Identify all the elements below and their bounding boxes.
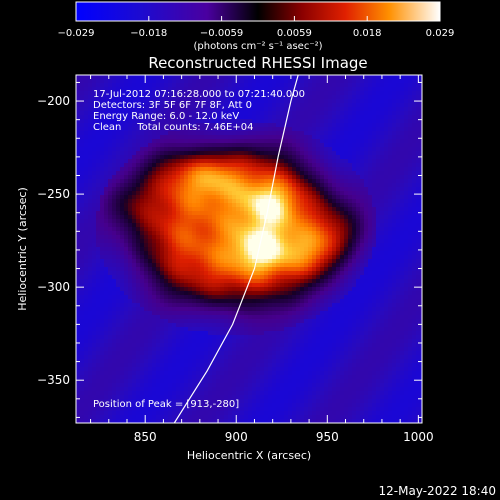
- colorbar: −0.029 −0.018 −0.0059 0.0059 0.018 0.029 (pho…: [57, 1, 454, 52]
- solar-limb-curve: [173, 75, 299, 423]
- colorbar-tick-label: −0.018: [130, 28, 167, 39]
- colorbar-tick-label: −0.0059: [200, 28, 243, 39]
- footer-date: 12-May-2022 18:40: [379, 484, 496, 498]
- colorbar-tick-label: −0.029: [57, 28, 94, 39]
- colorbar-unit-label: (photons cm⁻² s⁻¹ asec⁻²): [193, 41, 322, 52]
- colorbar-tick-label: 0.029: [426, 28, 455, 39]
- axis-ticks: 850 900 950 1000 −200 −250 −300 −350: [37, 75, 434, 444]
- y-tick-label: −200: [37, 94, 70, 108]
- annotation-energy-range: Energy Range: 6.0 - 12.0 keV: [93, 111, 239, 122]
- y-tick-label: −350: [37, 373, 70, 387]
- colorbar-tick-label: 0.018: [353, 28, 382, 39]
- colorbar-tick-label: 0.0059: [277, 28, 312, 39]
- colorbar-gradient: [75, 1, 441, 22]
- chart-title: Reconstructed RHESSI Image: [148, 54, 367, 72]
- x-tick-label: 1000: [403, 430, 434, 444]
- info-annotations: 17-Jul-2012 07:16:28.000 to 07:21:40.000…: [93, 89, 305, 133]
- y-tick-label: −300: [37, 280, 70, 294]
- x-axis-label: Heliocentric X (arcsec): [187, 449, 311, 462]
- annotation-detectors: Detectors: 3F 5F 6F 7F 8F, Att 0: [93, 100, 252, 111]
- heatmap-image: [76, 75, 422, 423]
- peak-position-label: Position of Peak = [913,-280]: [93, 399, 239, 410]
- x-tick-label: 950: [316, 430, 339, 444]
- plot-frame: [75, 74, 423, 424]
- x-tick-label: 900: [225, 430, 248, 444]
- colorbar-ticks: −0.029 −0.018 −0.0059 0.0059 0.018 0.029: [57, 16, 454, 39]
- x-tick-label: 850: [134, 430, 157, 444]
- y-tick-label: −250: [37, 187, 70, 201]
- y-axis-label: Heliocentric Y (arcsec): [16, 187, 29, 311]
- plot-area: 850 900 950 1000 −200 −250 −300 −350: [37, 74, 434, 444]
- annotation-total-counts: Clean Total counts: 7.46E+04: [93, 122, 253, 133]
- annotation-time-range: 17-Jul-2012 07:16:28.000 to 07:21:40.000: [93, 89, 305, 100]
